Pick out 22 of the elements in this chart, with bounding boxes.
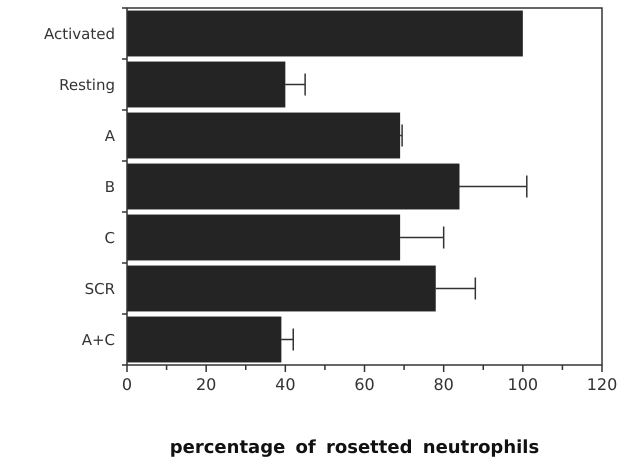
x-tick-label: 100 bbox=[508, 375, 538, 394]
x-axis-title: percentage of rosetted neutrophils bbox=[170, 437, 540, 458]
x-tick-label: 20 bbox=[196, 375, 216, 394]
y-tick-label: C bbox=[104, 228, 115, 247]
bar bbox=[127, 316, 282, 362]
y-tick-label: Resting bbox=[59, 76, 115, 94]
bar bbox=[127, 266, 436, 312]
y-tick-label: SCR bbox=[84, 280, 115, 298]
x-tick-label: 60 bbox=[354, 375, 375, 394]
y-tick-label: A bbox=[104, 126, 116, 145]
bar bbox=[127, 112, 400, 158]
bar bbox=[127, 214, 400, 260]
x-tick-label: 40 bbox=[275, 375, 296, 394]
y-tick-label: Activated bbox=[44, 24, 115, 43]
bar bbox=[127, 10, 523, 56]
y-tick-label: A+C bbox=[82, 330, 115, 349]
y-tick-label: B bbox=[104, 178, 115, 196]
x-tick-label: 120 bbox=[586, 375, 618, 394]
bar bbox=[127, 164, 460, 210]
bar bbox=[127, 62, 286, 108]
x-tick-label: 0 bbox=[122, 375, 132, 394]
x-tick-label: 80 bbox=[433, 375, 454, 394]
